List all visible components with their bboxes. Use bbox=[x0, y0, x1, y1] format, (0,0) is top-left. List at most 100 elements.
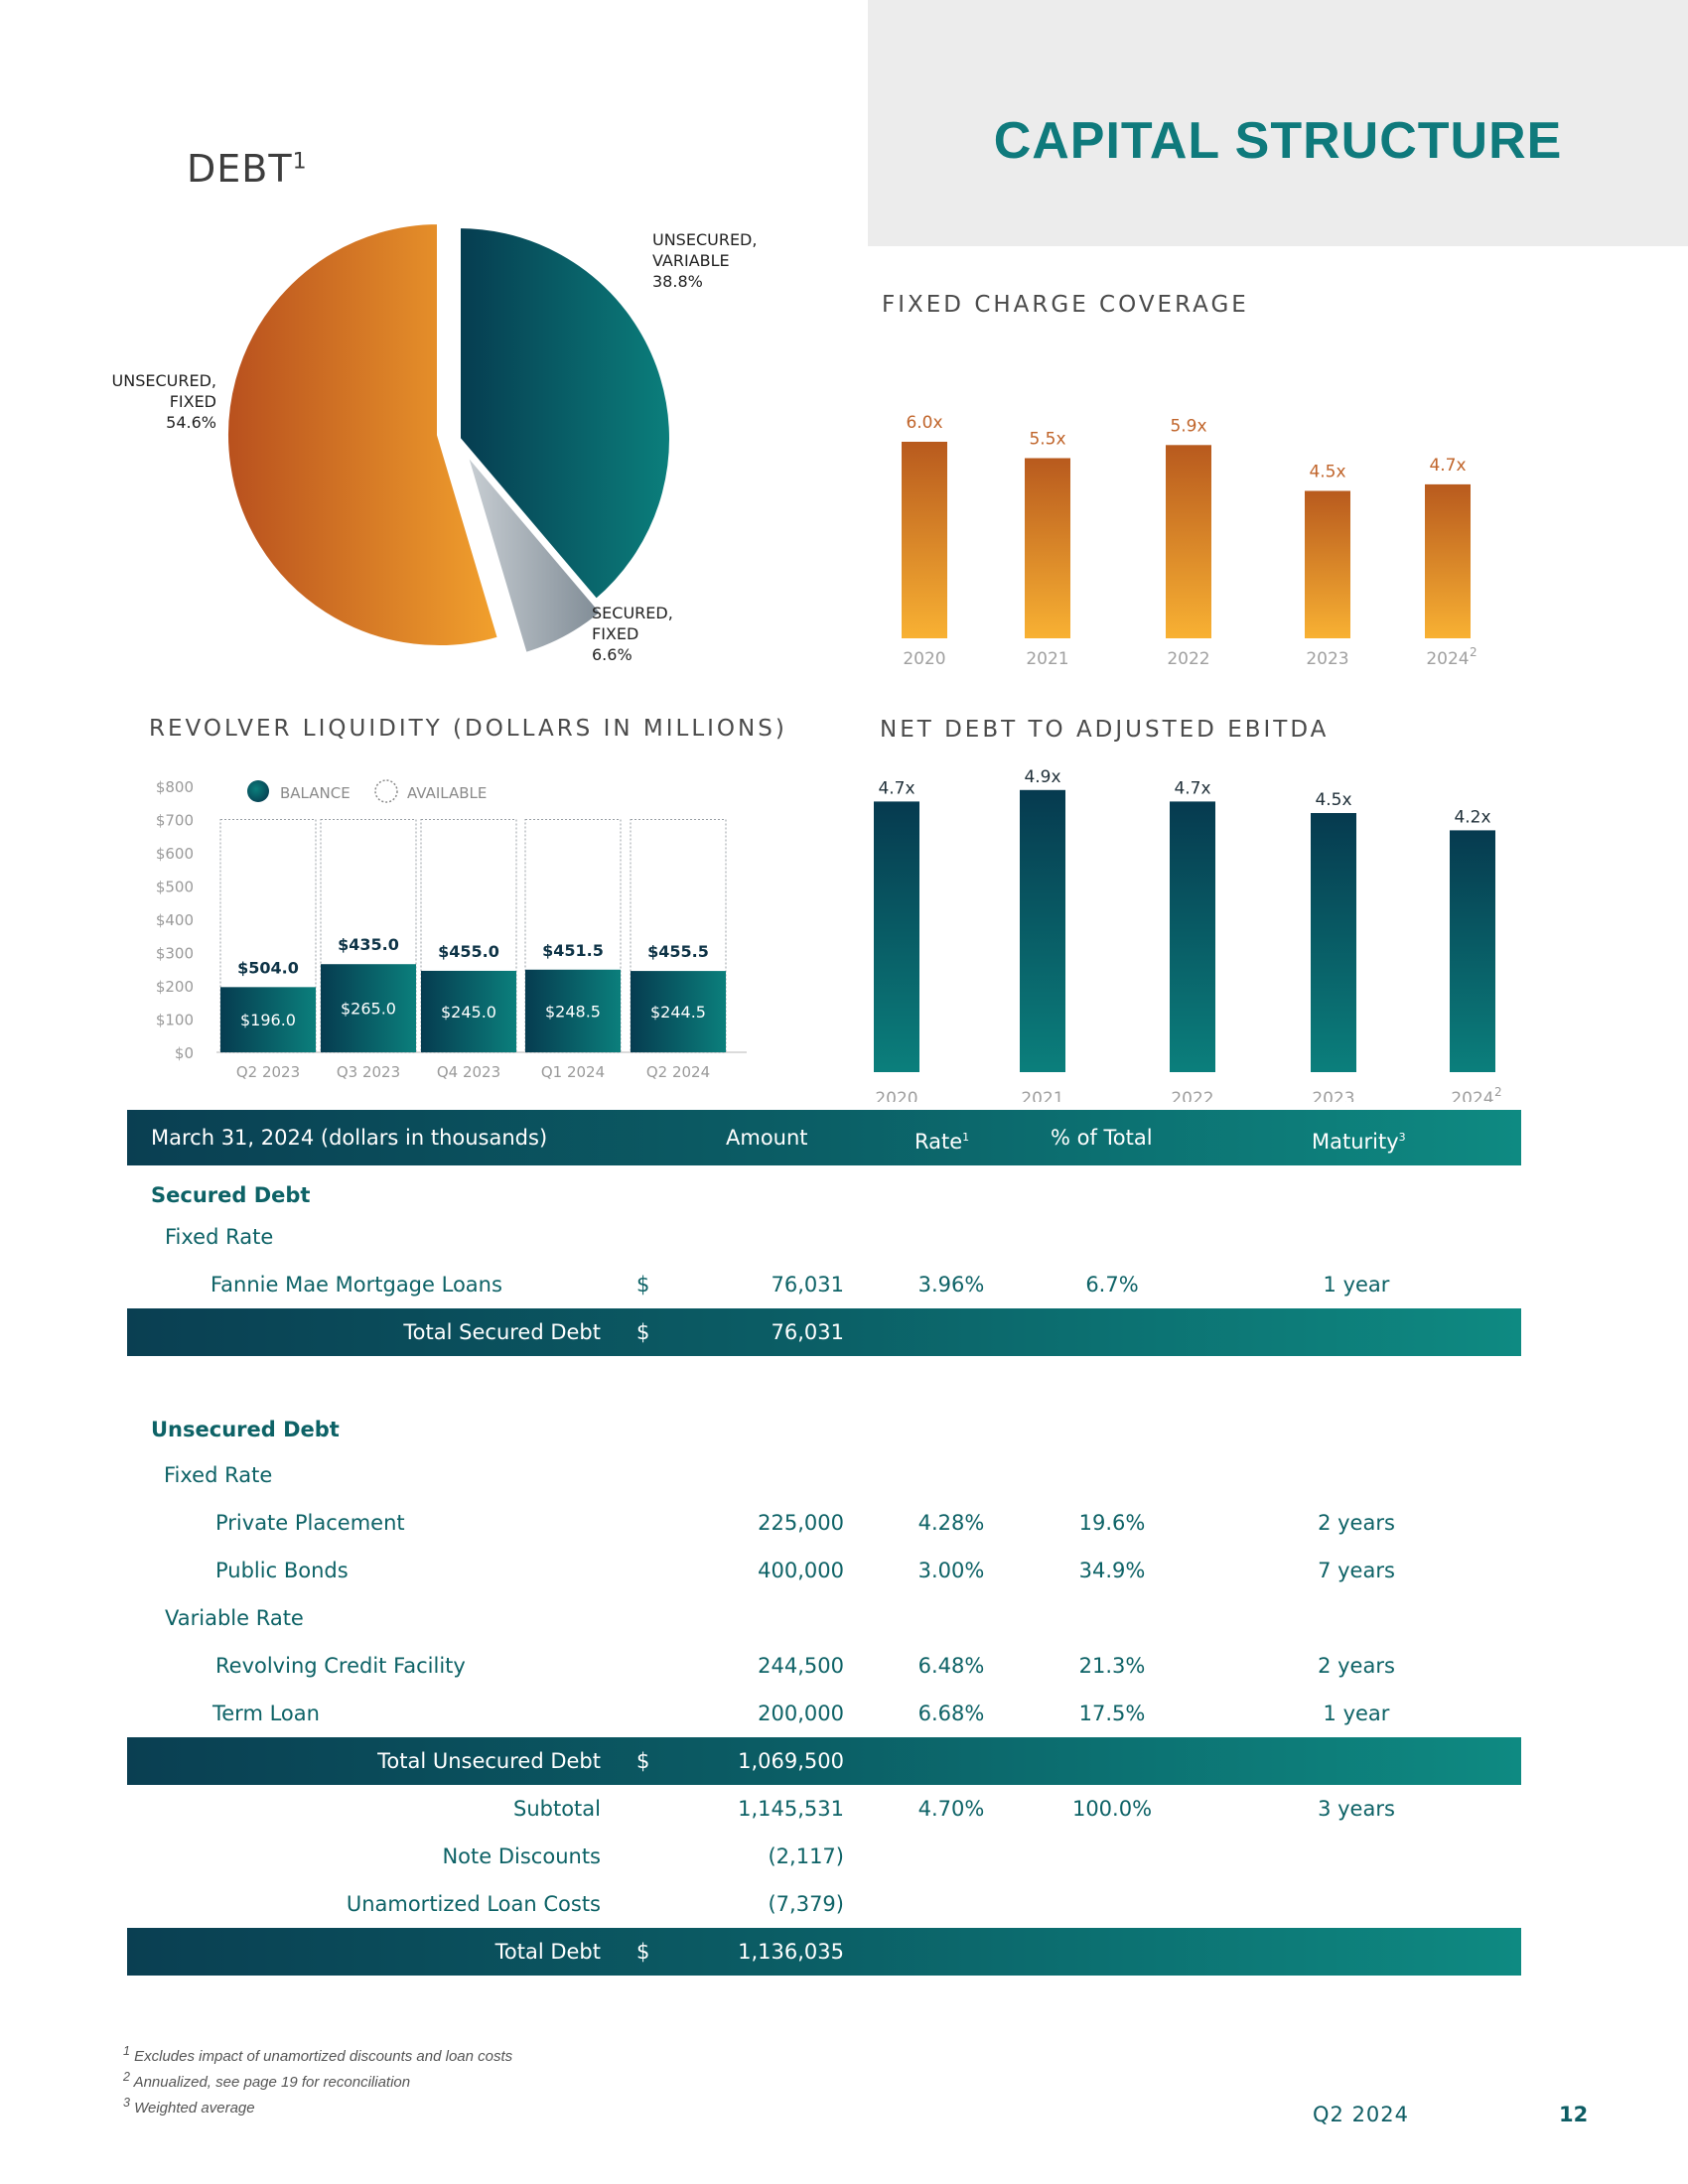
table-row-subtotal: Subtotal 1,145,531 4.70% 100.0% 3 years bbox=[127, 1785, 1521, 1833]
fcc-value-label: 5.5x bbox=[1029, 430, 1065, 450]
fcc-value-label: 5.9x bbox=[1170, 416, 1206, 436]
revolver-available-label: $435.0 bbox=[338, 935, 399, 954]
debt-chart-title: DEBT1 bbox=[187, 147, 308, 191]
net-debt-value-label: 4.2x bbox=[1454, 807, 1490, 827]
fcc-bar-2023 bbox=[1305, 490, 1350, 638]
header-rate: Rate1 bbox=[914, 1110, 969, 1169]
revolver-category-label: Q4 2023 bbox=[437, 1063, 500, 1081]
table-row-note-discounts: Note Discounts (2,117) bbox=[127, 1833, 1521, 1880]
revolver-balance-bar bbox=[220, 987, 316, 1052]
total-unsecured-label: Total Unsecured Debt bbox=[377, 1749, 601, 1773]
total-secured-currency: $ bbox=[636, 1320, 650, 1344]
row-maturity: 1 year bbox=[1323, 1702, 1390, 1725]
row-label: Private Placement bbox=[215, 1511, 405, 1535]
net-debt-category-label: 2023 bbox=[1312, 1089, 1354, 1102]
unsecured-fixed-label: Fixed Rate bbox=[164, 1463, 273, 1487]
header-rate-sup: 1 bbox=[962, 1131, 970, 1144]
total-debt-currency: $ bbox=[636, 1940, 650, 1964]
header-maturity: Maturity3 bbox=[1312, 1110, 1406, 1169]
table-row: Public Bonds 400,000 3.00% 34.9% 7 years bbox=[127, 1547, 1521, 1594]
page-title: CAPITAL STRUCTURE bbox=[993, 112, 1563, 170]
subtotal-maturity: 3 years bbox=[1318, 1797, 1395, 1821]
total-debt-label: Total Debt bbox=[494, 1940, 601, 1964]
footnote-2-num: 2 bbox=[123, 2070, 130, 2084]
net-debt-value-label: 4.7x bbox=[1174, 778, 1210, 798]
subtotal-pct: 100.0% bbox=[1071, 1797, 1153, 1821]
revolver-available-label: $455.5 bbox=[647, 942, 709, 961]
revolver-ytick: $400 bbox=[156, 911, 194, 929]
footnote-2-text: Annualized, see page 19 for reconciliati… bbox=[133, 2074, 411, 2091]
revolver-ytick: $300 bbox=[156, 945, 194, 963]
row-rate: 3.00% bbox=[917, 1559, 985, 1582]
row-label: Revolving Credit Facility bbox=[215, 1654, 466, 1678]
secured-heading: Secured Debt bbox=[151, 1183, 311, 1207]
footer-quarter: Q2 2024 bbox=[1313, 2103, 1410, 2126]
loan-costs-amount: (7,379) bbox=[768, 1892, 844, 1916]
revolver-balance-bar bbox=[321, 964, 416, 1052]
revolver-ytick: $700 bbox=[156, 812, 194, 830]
net-debt-value-label: 4.9x bbox=[1024, 767, 1060, 787]
header-maturity-sup: 3 bbox=[1398, 1131, 1406, 1144]
row-label: Term Loan bbox=[212, 1702, 320, 1725]
table-row-total-debt: Total Debt $ 1,136,035 bbox=[127, 1928, 1521, 1976]
fcc-value-label: 6.0x bbox=[906, 413, 942, 433]
footnote-1-num: 1 bbox=[123, 2044, 130, 2058]
total-debt-amount: 1,136,035 bbox=[738, 1940, 844, 1964]
row-currency: $ bbox=[636, 1273, 650, 1297]
revolver-ytick: $800 bbox=[156, 778, 194, 796]
fcc-bar-2020 bbox=[902, 442, 947, 638]
total-secured-label: Total Secured Debt bbox=[403, 1320, 601, 1344]
pie-slice-unsecured-variable bbox=[457, 223, 673, 604]
row-rate: 6.68% bbox=[917, 1702, 985, 1725]
table-spacer bbox=[127, 1356, 1521, 1404]
row-amount: 225,000 bbox=[758, 1511, 844, 1535]
revolver-available-bar bbox=[420, 819, 517, 1053]
note-discounts-amount: (2,117) bbox=[768, 1844, 844, 1868]
net-debt-bar-2023 bbox=[1311, 813, 1356, 1072]
net-debt-bar-2021 bbox=[1020, 789, 1065, 1072]
footnotes: 1 Excludes impact of unamortized discoun… bbox=[123, 2041, 512, 2118]
pie-label-unsecured-variable-3: 38.8% bbox=[652, 272, 703, 291]
revolver-available-label: $455.0 bbox=[438, 942, 499, 961]
pie-label-unsecured-variable-1: UNSECURED, bbox=[652, 230, 757, 249]
pie-label-secured-fixed-3: 6.6% bbox=[592, 645, 633, 664]
legend-available-swatch bbox=[374, 779, 398, 803]
pie-label-unsecured-fixed-3: 54.6% bbox=[166, 413, 216, 432]
net-debt-value-label: 4.7x bbox=[878, 778, 914, 798]
fcc-value-label: 4.5x bbox=[1309, 463, 1345, 482]
secured-fixed-label: Fixed Rate bbox=[165, 1225, 274, 1249]
revolver-balance-label: $248.5 bbox=[545, 1002, 601, 1021]
pie-label-unsecured-variable-2: VARIABLE bbox=[652, 251, 730, 270]
total-unsecured-amount: 1,069,500 bbox=[738, 1749, 844, 1773]
table-row: Revolving Credit Facility 244,500 6.48% … bbox=[127, 1642, 1521, 1690]
revolver-available-bar bbox=[630, 819, 727, 1053]
revolver-category-label: Q1 2024 bbox=[541, 1063, 605, 1081]
legend-balance-swatch bbox=[247, 780, 269, 802]
debt-table: March 31, 2024 (dollars in thousands) Am… bbox=[127, 1110, 1521, 1976]
revolver-ytick: $600 bbox=[156, 845, 194, 863]
fixed-charge-2024-sup: 2 bbox=[1470, 645, 1477, 659]
footnote-3-num: 3 bbox=[123, 2096, 130, 2110]
row-amount: 200,000 bbox=[758, 1702, 844, 1725]
row-amount: 76,031 bbox=[771, 1273, 844, 1297]
row-pct: 34.9% bbox=[1078, 1559, 1146, 1582]
row-pct: 21.3% bbox=[1078, 1654, 1146, 1678]
legend-balance-label: BALANCE bbox=[280, 784, 351, 802]
table-row: Term Loan 200,000 6.68% 17.5% 1 year bbox=[127, 1690, 1521, 1737]
fcc-category-label: 2022 bbox=[1167, 649, 1209, 669]
revolver-available-bar bbox=[320, 819, 417, 1053]
revolver-balance-label: $196.0 bbox=[240, 1011, 296, 1029]
row-rate: 6.48% bbox=[917, 1654, 985, 1678]
table-row-unsecured-heading: Unsecured Debt bbox=[127, 1404, 1521, 1451]
revolver-balance-bar bbox=[631, 971, 726, 1052]
fcc-bar-2024 bbox=[1425, 483, 1471, 638]
footnote-3: 3 Weighted average bbox=[123, 2093, 512, 2118]
revolver-category-label: Q2 2023 bbox=[236, 1063, 300, 1081]
debt-pie-chart: UNSECURED, VARIABLE 38.8% SECURED, FIXED… bbox=[112, 219, 757, 664]
revolver-balance-bar bbox=[525, 969, 621, 1052]
footnote-2: 2 Annualized, see page 19 for reconcilia… bbox=[123, 2067, 512, 2093]
unsecured-heading: Unsecured Debt bbox=[151, 1418, 340, 1441]
row-rate: 4.28% bbox=[917, 1511, 985, 1535]
table-row-unsecured-fixed: Fixed Rate bbox=[127, 1451, 1521, 1499]
net-debt-bar-2022 bbox=[1170, 801, 1215, 1072]
